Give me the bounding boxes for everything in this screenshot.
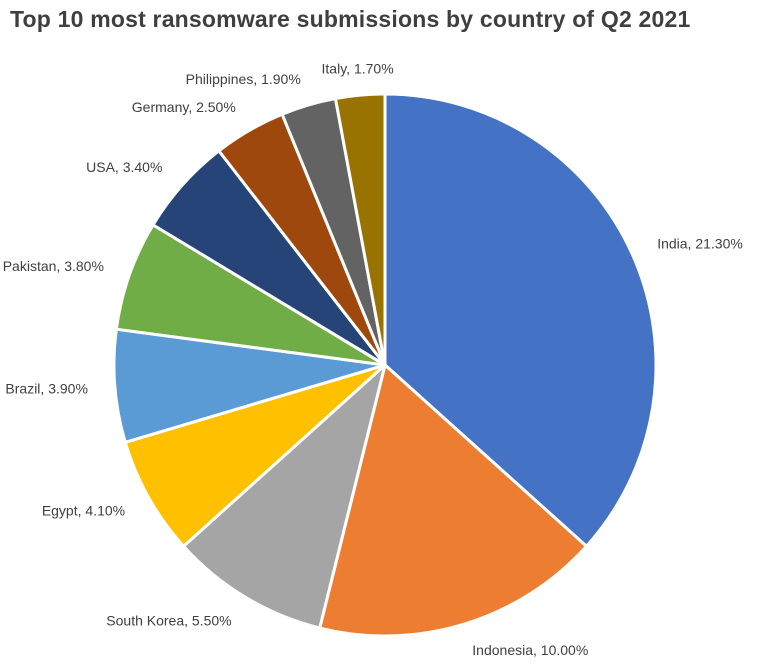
pie-slice-indonesia	[318, 363, 588, 638]
slice-label-brazil: Brazil, 3.90%	[5, 380, 87, 396]
chart-title: Top 10 most ransomware submissions by co…	[10, 6, 691, 32]
pie-slice-pakistan	[114, 223, 387, 367]
pie-slice-south-korea	[182, 363, 387, 630]
pie-slice-egypt	[123, 363, 387, 548]
slice-label-south-korea: South Korea, 5.50%	[106, 613, 231, 629]
slice-label-pakistan: Pakistan, 3.80%	[3, 258, 104, 274]
pie-slice-italy	[333, 92, 387, 367]
slice-label-egypt: Egypt, 4.10%	[42, 503, 125, 519]
slice-label-italy: Italy, 1.70%	[322, 60, 394, 76]
slice-label-germany: Germany, 2.50%	[132, 99, 236, 115]
slice-label-indonesia: Indonesia, 10.00%	[472, 642, 588, 658]
slice-label-philippines: Philippines, 1.90%	[186, 71, 301, 87]
slice-label-india: India, 21.30%	[657, 236, 743, 252]
slice-label-usa: USA, 3.40%	[86, 159, 162, 175]
pie-slice-india	[383, 92, 658, 548]
